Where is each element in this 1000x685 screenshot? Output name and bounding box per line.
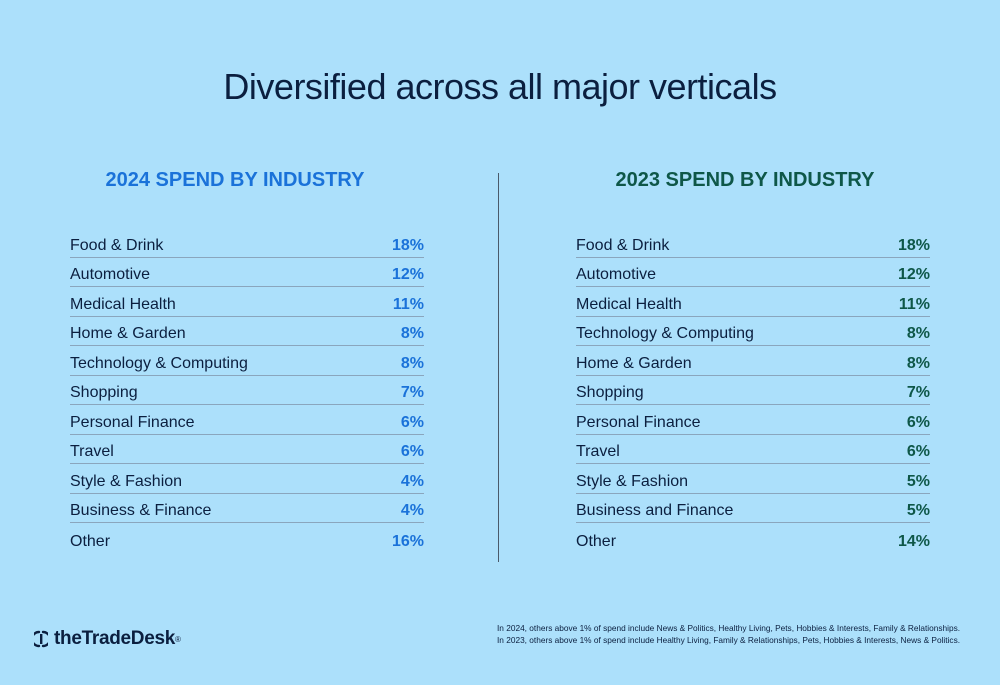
industry-value: 8%	[906, 354, 930, 372]
footnote-2023: In 2023, others above 1% of spend includ…	[497, 635, 961, 645]
panel-2023: 2023 SPEND BY INDUSTRY Food & Drink 18% A…	[576, 166, 930, 550]
industry-label: Business and Finance	[576, 502, 734, 519]
list-item: Shopping 7%	[576, 376, 930, 405]
industry-label: Technology & Computing	[70, 354, 248, 372]
industry-value: 11%	[392, 295, 424, 313]
industry-value: 4%	[400, 472, 424, 490]
industry-label: Personal Finance	[70, 413, 195, 431]
industry-value: 12%	[391, 266, 424, 283]
list-item: Style & Fashion 5%	[576, 464, 930, 494]
list-item: Style & Fashion 4%	[70, 464, 424, 494]
industry-value: 7%	[906, 384, 930, 401]
footnotes: In 2024, others above 1% of spend includ…	[497, 622, 960, 646]
panel-2024: 2024 SPEND BY INDUSTRY Food & Drink 18% A…	[70, 166, 424, 550]
industry-value: 7%	[400, 384, 424, 401]
industry-value: 5%	[906, 502, 930, 519]
list-item: Technology & Computing 8%	[576, 317, 930, 346]
page-title: Diversified across all major verticals	[223, 66, 777, 107]
industry-value: 16%	[391, 532, 424, 550]
list-item: Personal Finance 6%	[576, 405, 930, 435]
list-item: Automotive 12%	[576, 258, 930, 287]
industry-label: Style & Fashion	[70, 472, 183, 490]
industry-label: Other	[70, 532, 111, 550]
industry-label: Business & Finance	[70, 502, 212, 519]
industry-label: Style & Fashion	[576, 472, 689, 490]
logo-text: theTradeDesk	[54, 628, 176, 649]
column-divider	[498, 173, 499, 562]
industry-value: 8%	[400, 354, 424, 372]
list-item: Travel 6%	[576, 435, 930, 464]
industry-value: 14%	[897, 532, 930, 550]
industry-label: Automotive	[70, 266, 151, 283]
list-item: Technology & Computing 8%	[70, 346, 424, 376]
list-item: Other 14%	[576, 523, 930, 553]
industry-label: Travel	[70, 443, 114, 460]
industry-label: Medical Health	[70, 295, 176, 313]
list-item: Shopping 7%	[70, 376, 424, 405]
industry-label: Shopping	[576, 384, 644, 401]
industry-label: Travel	[576, 443, 620, 460]
list-item: Home & Garden 8%	[576, 346, 930, 376]
tradedesk-logo: theTradeDesk ®	[34, 628, 181, 650]
industry-value: 6%	[906, 413, 930, 431]
list-item: Automotive 12%	[70, 258, 424, 287]
list-item: Business and Finance 5%	[576, 494, 930, 523]
industry-value: 6%	[906, 443, 930, 460]
industry-label: Home & Garden	[576, 354, 692, 372]
panel-title-2024: 2024 SPEND BY INDUSTRY	[105, 169, 365, 191]
list-item: Medical Health 11%	[70, 287, 424, 317]
industry-label: Food & Drink	[576, 236, 670, 254]
industry-value: 11%	[898, 295, 930, 313]
industry-list-2023: Food & Drink 18% Automotive 12% Medical He…	[576, 228, 930, 553]
industry-label: Personal Finance	[576, 413, 701, 431]
industry-label: Medical Health	[576, 295, 682, 313]
list-item: Business & Finance 4%	[70, 494, 424, 523]
footnote-2024: In 2024, others above 1% of spend includ…	[497, 623, 961, 633]
industry-label: Technology & Computing	[576, 325, 754, 342]
industry-value: 18%	[391, 236, 424, 254]
industry-label: Home & Garden	[70, 325, 186, 342]
industry-value: 6%	[400, 443, 424, 460]
tradedesk-logo-icon	[34, 630, 48, 648]
industry-label: Shopping	[70, 384, 138, 401]
industry-value: 18%	[897, 236, 930, 254]
logo-mark: ®	[175, 634, 181, 644]
panel-title-2023: 2023 SPEND BY INDUSTRY	[615, 169, 875, 191]
industry-value: 4%	[400, 502, 424, 519]
industry-value: 8%	[906, 325, 930, 342]
industry-value: 12%	[897, 266, 930, 283]
list-item: Other 16%	[70, 523, 424, 553]
list-item: Medical Health 11%	[576, 287, 930, 317]
industry-value: 8%	[400, 325, 424, 342]
list-item: Food & Drink 18%	[70, 228, 424, 258]
list-item: Food & Drink 18%	[576, 228, 930, 258]
industry-value: 5%	[906, 472, 930, 490]
industry-label: Food & Drink	[70, 236, 164, 254]
industry-label: Automotive	[576, 266, 657, 283]
list-item: Home & Garden 8%	[70, 317, 424, 346]
industry-value: 6%	[400, 413, 424, 431]
list-item: Personal Finance 6%	[70, 405, 424, 435]
list-item: Travel 6%	[70, 435, 424, 464]
industry-list-2024: Food & Drink 18% Automotive 12% Medical He…	[70, 228, 424, 553]
industry-label: Other	[576, 532, 617, 550]
